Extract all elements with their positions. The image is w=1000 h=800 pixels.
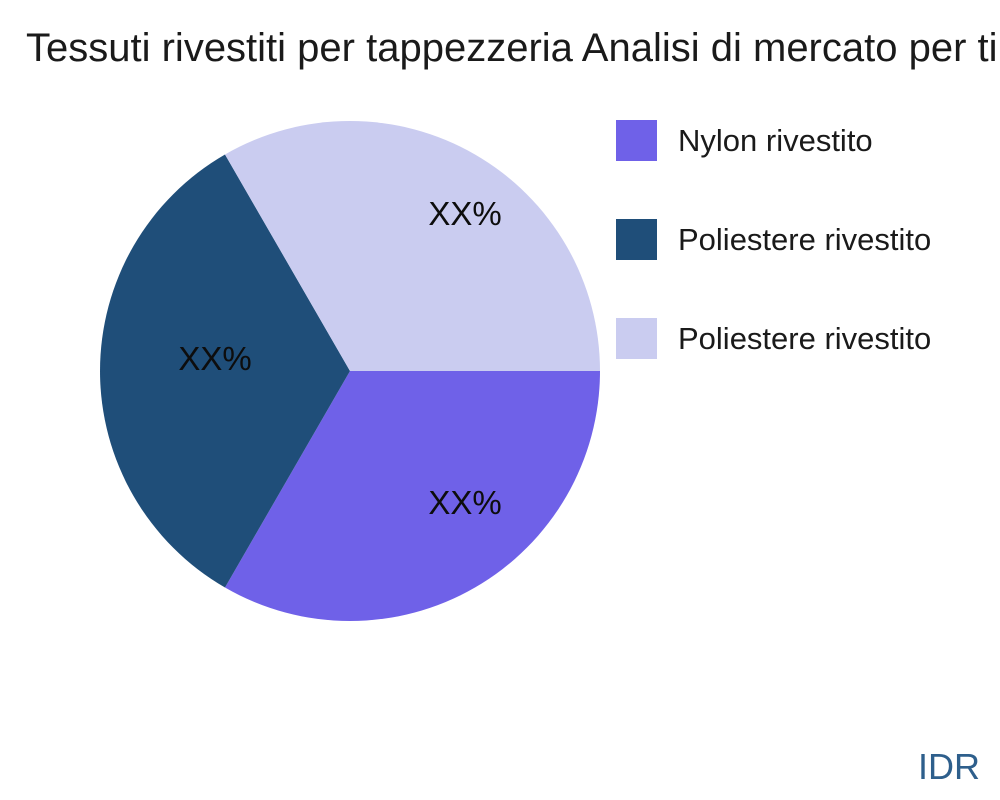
pie-slice-polyester-light — [225, 121, 600, 372]
pie-slice-polyester-dark — [100, 154, 350, 588]
watermark-idr: IDR — [918, 746, 980, 787]
legend-swatch-polyester-dark-icon — [616, 219, 657, 260]
legend-item-polyester-dark: Poliestere rivestito — [616, 219, 931, 260]
slice-value-label-polyester-light: XX% — [428, 195, 501, 232]
legend-label-polyester-dark: Poliestere rivestito — [678, 221, 932, 257]
slice-value-label-polyester-dark: XX% — [178, 340, 251, 377]
slice-value-label-nylon: XX% — [428, 484, 501, 521]
chart-title: Tessuti rivestiti per tappezzeria Analis… — [26, 26, 1000, 70]
legend-item-nylon: Nylon rivestito — [616, 120, 931, 161]
legend-item-polyester-light: Poliestere rivestito — [616, 318, 931, 359]
legend-label-polyester-light: Poliestere rivestito — [678, 320, 932, 356]
legend-swatch-polyester-light-icon — [616, 318, 657, 359]
legend-swatch-nylon-icon — [616, 120, 657, 161]
pie-slice-nylon — [225, 371, 600, 621]
legend-label-nylon: Nylon rivestito — [678, 122, 873, 158]
legend: Nylon rivestito Poliestere rivestito Pol… — [616, 120, 931, 359]
